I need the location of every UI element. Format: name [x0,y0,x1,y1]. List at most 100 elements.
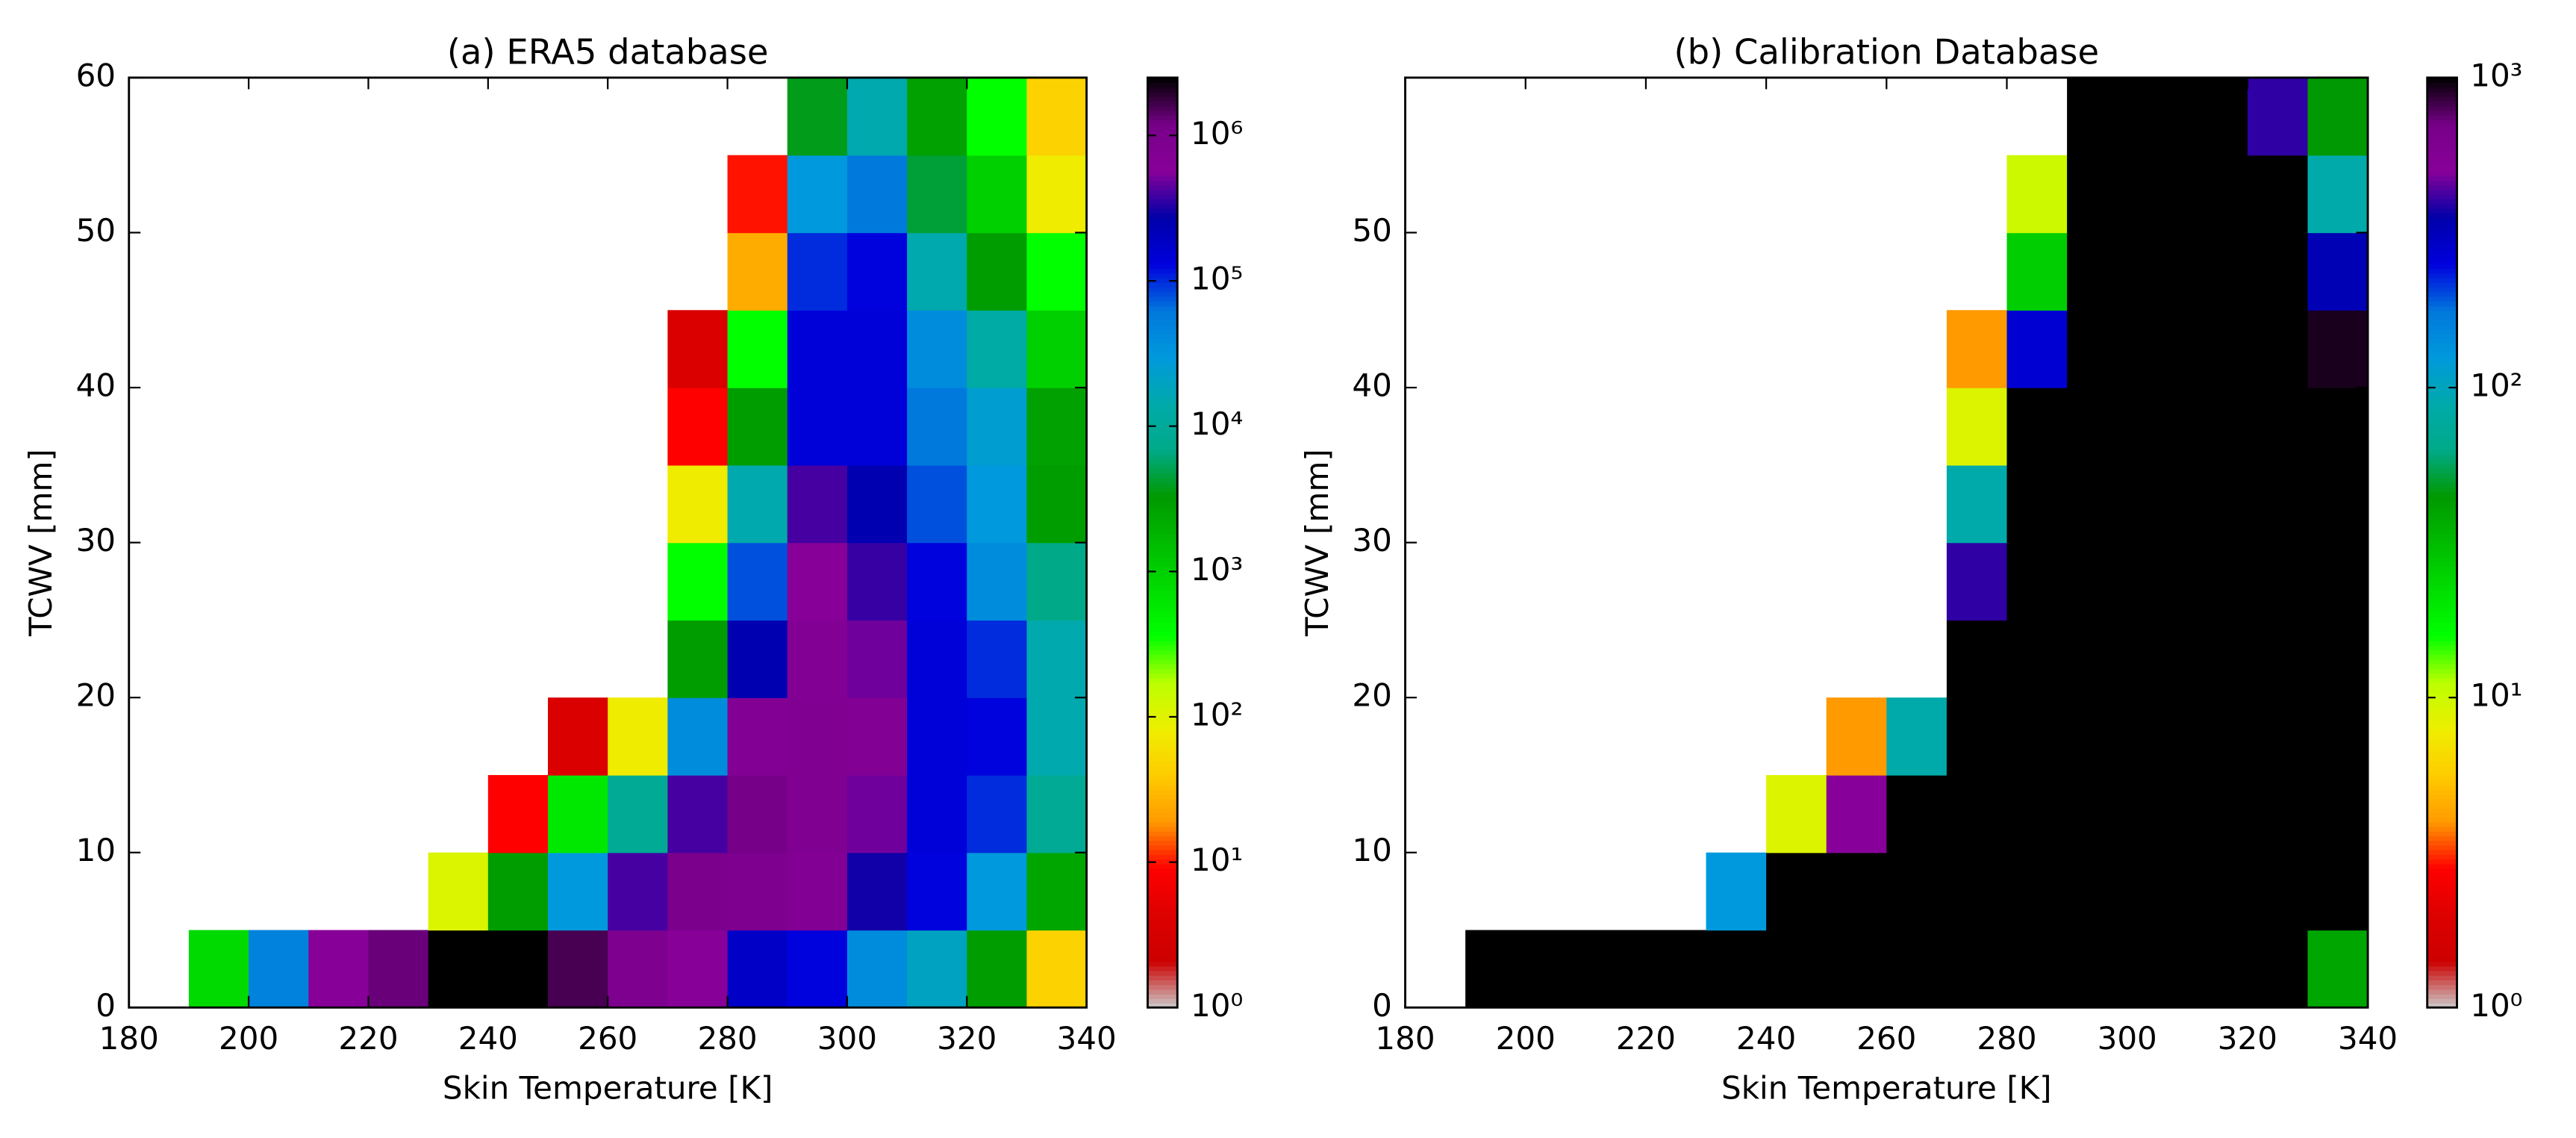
heatmap-cell [846,774,908,854]
colorbar-segment [2427,960,2457,967]
colorbar-segment [1147,431,1178,437]
heatmap-cell [1946,620,2008,698]
heatmap-cell [846,310,908,388]
colorbar-segment [1147,575,1178,581]
colorbar-segment [1147,208,1178,214]
colorbar-segment [2427,105,2457,111]
colorbar-segment [2427,719,2457,725]
colorbar-segment [2427,458,2457,464]
heatmap-cell [2307,388,2368,466]
colorbar-segment [2427,402,2457,409]
heatmap-cell [2187,464,2248,544]
heatmap-cell [967,232,1028,311]
colorbar-segment [1147,966,1178,971]
colorbar-segment [1147,542,1178,548]
heatmap-cell [2307,774,2368,854]
heatmap-cell [787,155,848,234]
colorbar-segment [1147,924,1178,930]
colorbar-segment [2427,408,2457,414]
heatmap-cell [2187,77,2248,156]
heatmap-cell [667,774,729,854]
colorbar-segment [2427,1003,2457,1009]
heatmap-cell [608,774,669,854]
colorbar-segment [2427,714,2457,721]
colorbar-segment [1147,877,1178,883]
colorbar-segment [1147,937,1178,944]
colorbar-segment [2427,208,2457,214]
heatmap-cell [2067,930,2128,1008]
heatmap-cell [667,310,729,388]
colorbar-segment [2427,110,2457,116]
colorbar-segment [1147,105,1178,111]
colorbar-tick-label: 10⁴ [1191,405,1243,442]
x-tick-label: 340 [2338,1020,2398,1057]
colorbar-segment [2427,552,2457,558]
colorbar-segment [1147,686,1178,692]
heatmap-cell [787,930,848,1008]
heatmap-cell [846,697,908,776]
colorbar-segment [2427,738,2457,744]
colorbar-segment [1147,273,1178,279]
colorbar-segment [1147,496,1178,502]
heatmap-cell [368,930,429,1008]
colorbar-segment [1147,477,1178,483]
heatmap-cell [846,620,908,698]
colorbar-segment [1147,677,1178,683]
colorbar-segment [2427,352,2457,358]
heatmap-cell [787,388,848,466]
colorbar-segment [1147,287,1178,293]
heatmap-cell [667,930,729,1008]
x-tick-label: 200 [219,1020,278,1057]
colorbar-segment [1147,956,1178,963]
x-tick-label: 240 [1736,1020,1796,1057]
colorbar-segment [2427,412,2457,418]
colorbar-segment [2427,974,2457,981]
heatmap-cell [2307,852,2368,931]
heatmap-cell [907,310,967,388]
heatmap-cell [727,774,788,854]
x-axis-label: Skin Temperature [K] [1721,1069,2052,1106]
heatmap-cell [1026,930,1088,1008]
colorbar-segment [1147,974,1178,981]
colorbar-segment [2427,389,2457,395]
colorbar-segment [1147,379,1178,386]
colorbar-segment [1147,570,1178,576]
heatmap-cell [2247,464,2309,544]
colorbar-segment [1147,951,1178,957]
heatmap-cell [188,930,249,1008]
heatmap-cell [787,852,848,931]
colorbar-segment [1147,505,1178,512]
colorbar-segment [2427,161,2457,167]
colorbar-segment [1147,366,1178,372]
heatmap-cell [2247,697,2309,776]
colorbar-segment [1147,812,1178,818]
heatmap-cell [907,697,967,776]
colorbar-segment [2427,450,2457,455]
colorbar-segment [1147,152,1178,158]
colorbar-segment [2427,588,2457,595]
colorbar-segment [1147,528,1178,535]
colorbar-segment [2427,928,2457,934]
heatmap-cell [2067,697,2128,776]
colorbar-segment [2427,998,2457,1004]
colorbar-segment [2427,431,2457,437]
chart-title: (b) Calibration Database [1674,31,2099,72]
colorbar-segment [1147,454,1178,460]
heatmap-cell [907,388,967,466]
colorbar-segment [2427,454,2457,460]
colorbar-segment [1147,770,1178,777]
colorbar-segment [2427,751,2457,758]
colorbar-segment [2427,696,2457,702]
colorbar-segment [1147,868,1178,874]
heatmap-cell [2067,620,2128,698]
heatmap-cell [1946,852,2008,931]
heatmap-cell [1886,697,1947,776]
heatmap-cell [727,388,788,466]
colorbar-segment [2427,370,2457,376]
heatmap-cell [1026,697,1088,776]
heatmap-cell [1946,310,2008,388]
colorbar-segment [2427,500,2457,506]
colorbar-segment [1147,724,1178,730]
colorbar-segment [1147,254,1178,260]
